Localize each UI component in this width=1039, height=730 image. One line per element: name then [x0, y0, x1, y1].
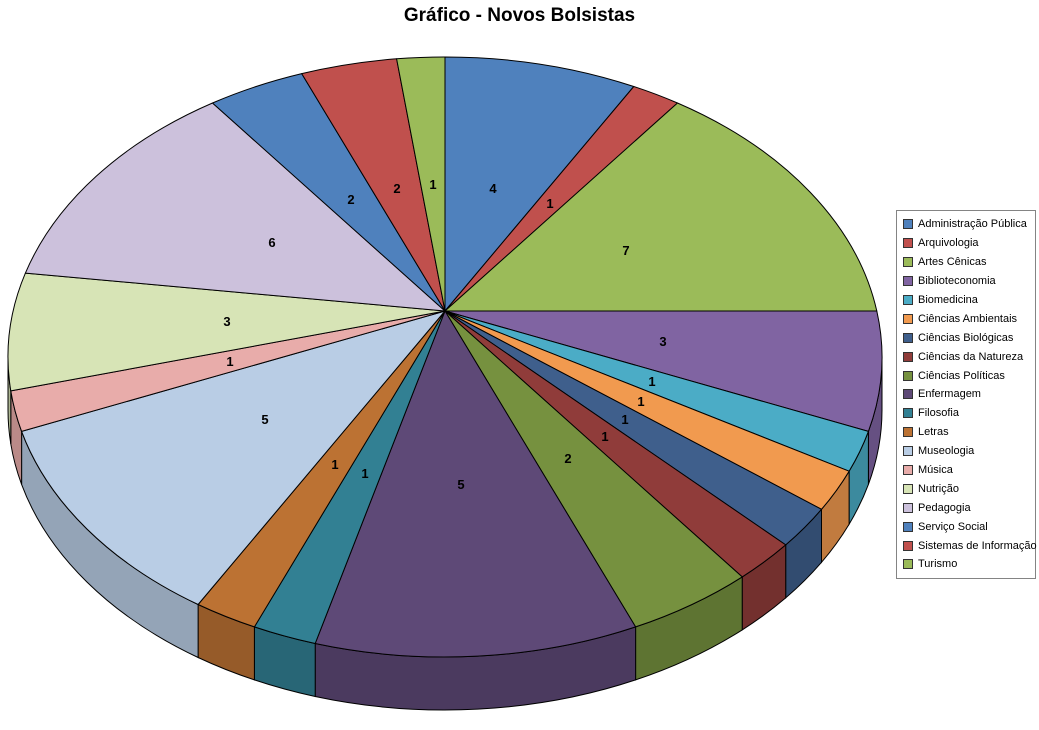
legend-item[interactable]: Administração Pública	[897, 215, 1035, 234]
slice-value-label: 2	[564, 451, 571, 466]
pie-slice[interactable]	[24, 102, 446, 312]
legend-swatch	[903, 465, 913, 476]
legend-swatch	[903, 295, 913, 305]
pie-slice[interactable]	[396, 56, 446, 312]
legend-item[interactable]: Serviço Social	[897, 517, 1035, 536]
legend-swatch	[903, 313, 913, 324]
legend-item[interactable]: Biblioteconomia	[897, 272, 1035, 291]
slice-value-label: 2	[347, 192, 354, 207]
legend-label: Pedagogia	[918, 501, 971, 514]
slice-value-label: 5	[261, 412, 268, 427]
legend-swatch	[903, 502, 913, 513]
legend-label: Serviço Social	[918, 520, 988, 533]
legend-label: Biblioteconomia	[918, 275, 996, 288]
legend-swatch	[903, 408, 913, 419]
legend-label: Ciências da Natureza	[918, 350, 1024, 363]
legend-label: Ciências Políticas	[918, 369, 1005, 382]
slice-value-label: 3	[659, 334, 666, 349]
slice-value-label: 1	[546, 196, 553, 211]
legend-item[interactable]: Filosofia	[897, 404, 1035, 423]
legend-label: Letras	[918, 426, 949, 439]
legend-swatch	[903, 276, 913, 287]
legend-swatch	[903, 540, 913, 551]
legend-label: Sistemas de Informação	[918, 539, 1037, 552]
legend-item[interactable]: Música	[897, 461, 1035, 480]
legend-label: Enfermagem	[918, 388, 981, 401]
legend-item[interactable]: Ciências da Natureza	[897, 347, 1035, 366]
legend-label: Ciências Ambientais	[918, 312, 1018, 325]
pie-slice[interactable]	[444, 102, 878, 312]
legend-swatch	[903, 521, 913, 532]
legend-label: Biomedicina	[918, 294, 978, 306]
slice-value-label: 6	[268, 235, 275, 250]
slice-value-label: 1	[361, 466, 368, 481]
legend-swatch	[903, 219, 913, 230]
slice-value-label: 1	[601, 429, 608, 444]
legend-swatch	[903, 483, 913, 494]
slice-value-label: 5	[457, 477, 464, 492]
legend-swatch	[903, 257, 913, 268]
legend-swatch	[903, 351, 913, 362]
legend-swatch	[903, 446, 913, 457]
legend-item[interactable]: Enfermagem	[897, 385, 1035, 404]
legend: Administração Pública Arquivologia Artes C…	[896, 210, 1037, 579]
legend-label: Nutrição	[918, 482, 959, 495]
legend-item[interactable]: Arquivologia	[897, 234, 1035, 253]
legend-item[interactable]: Pedagogia	[897, 498, 1035, 517]
legend-item[interactable]: Ciências Biológicas	[897, 328, 1035, 347]
legend-swatch	[903, 332, 913, 343]
slice-value-label: 7	[622, 243, 629, 258]
legend-item[interactable]: Letras	[897, 423, 1035, 442]
pie-slice[interactable]	[314, 310, 637, 658]
slice-value-label: 2	[393, 181, 400, 196]
legend-swatch	[903, 389, 913, 400]
legend-item[interactable]: Turismo	[897, 555, 1035, 574]
legend-label: Museologia	[918, 445, 975, 458]
legend-label: Turismo	[918, 558, 958, 571]
legend-item[interactable]: Artes Cênicas	[897, 253, 1035, 272]
legend-label: Música	[918, 464, 953, 477]
legend-swatch	[903, 370, 913, 381]
legend-swatch	[903, 238, 913, 249]
legend-label: Filosofia	[918, 407, 959, 420]
slice-value-label: 1	[429, 177, 436, 192]
pie-slice[interactable]	[444, 56, 635, 312]
legend-item[interactable]: Ciências Ambientais	[897, 309, 1035, 328]
slice-value-label: 1	[621, 412, 628, 427]
slice-value-label: 1	[648, 374, 655, 389]
legend-label: Administração Pública	[918, 218, 1027, 231]
pie-slice[interactable]	[444, 310, 883, 432]
slice-value-label: 1	[226, 354, 233, 369]
chart-title: Gráfico - Novos Bolsistas	[403, 5, 636, 26]
legend-item[interactable]: Ciências Políticas	[897, 366, 1035, 385]
legend-item[interactable]: Nutrição	[897, 479, 1035, 498]
slice-value-label: 3	[223, 314, 230, 329]
slice-value-label: 1	[637, 394, 644, 409]
legend-swatch	[903, 427, 913, 438]
legend-label: Artes Cênicas	[918, 256, 987, 269]
legend-item[interactable]: Museologia	[897, 442, 1035, 461]
slice-value-label: 4	[489, 181, 497, 196]
pie-slice[interactable]	[7, 272, 446, 392]
legend-item[interactable]: Biomedicina	[897, 291, 1035, 310]
legend-item[interactable]: Sistemas de Informação	[897, 536, 1037, 555]
legend-swatch	[903, 559, 913, 570]
legend-label: Arquivologia	[918, 237, 979, 250]
legend-label: Ciências Biológicas	[918, 331, 1014, 344]
pie-slice[interactable]	[21, 310, 446, 605]
slice-value-label: 1	[331, 457, 338, 472]
